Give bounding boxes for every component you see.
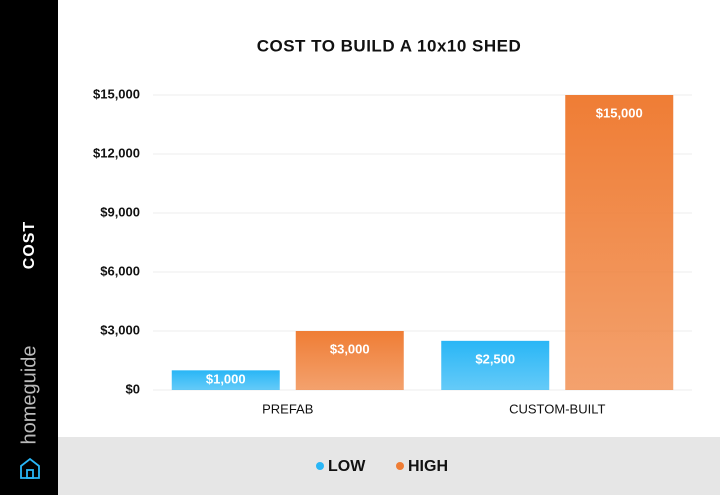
value-label: $3,000: [330, 341, 370, 356]
y-tick-label: $15,000: [93, 86, 140, 101]
y-tick-label: $0: [126, 381, 140, 396]
value-label: $1,000: [206, 372, 246, 387]
x-tick-label: PREFAB: [262, 401, 313, 416]
legend-marker: [396, 462, 404, 470]
chart-title: COST TO BUILD A 10x10 SHED: [257, 36, 522, 55]
value-label: $15,000: [596, 105, 643, 120]
y-tick-label: $6,000: [100, 263, 140, 278]
bar: [295, 331, 404, 390]
brand-icon: [20, 457, 40, 479]
bar: [441, 340, 550, 390]
x-tick-label: CUSTOM-BUILT: [509, 401, 605, 416]
y-tick-label: $3,000: [100, 322, 140, 337]
legend-label: HIGH: [408, 458, 448, 475]
legend-label: LOW: [328, 458, 366, 475]
bar: [565, 95, 674, 390]
y-tick-label: $9,000: [100, 204, 140, 219]
legend-band: [58, 437, 720, 495]
value-label: $2,500: [475, 351, 515, 366]
brand: homeguide: [18, 346, 40, 445]
y-axis-label: COST: [21, 221, 38, 269]
sidebar: [0, 0, 58, 495]
bar: [171, 370, 280, 390]
legend-marker: [316, 462, 324, 470]
y-tick-label: $12,000: [93, 145, 140, 160]
